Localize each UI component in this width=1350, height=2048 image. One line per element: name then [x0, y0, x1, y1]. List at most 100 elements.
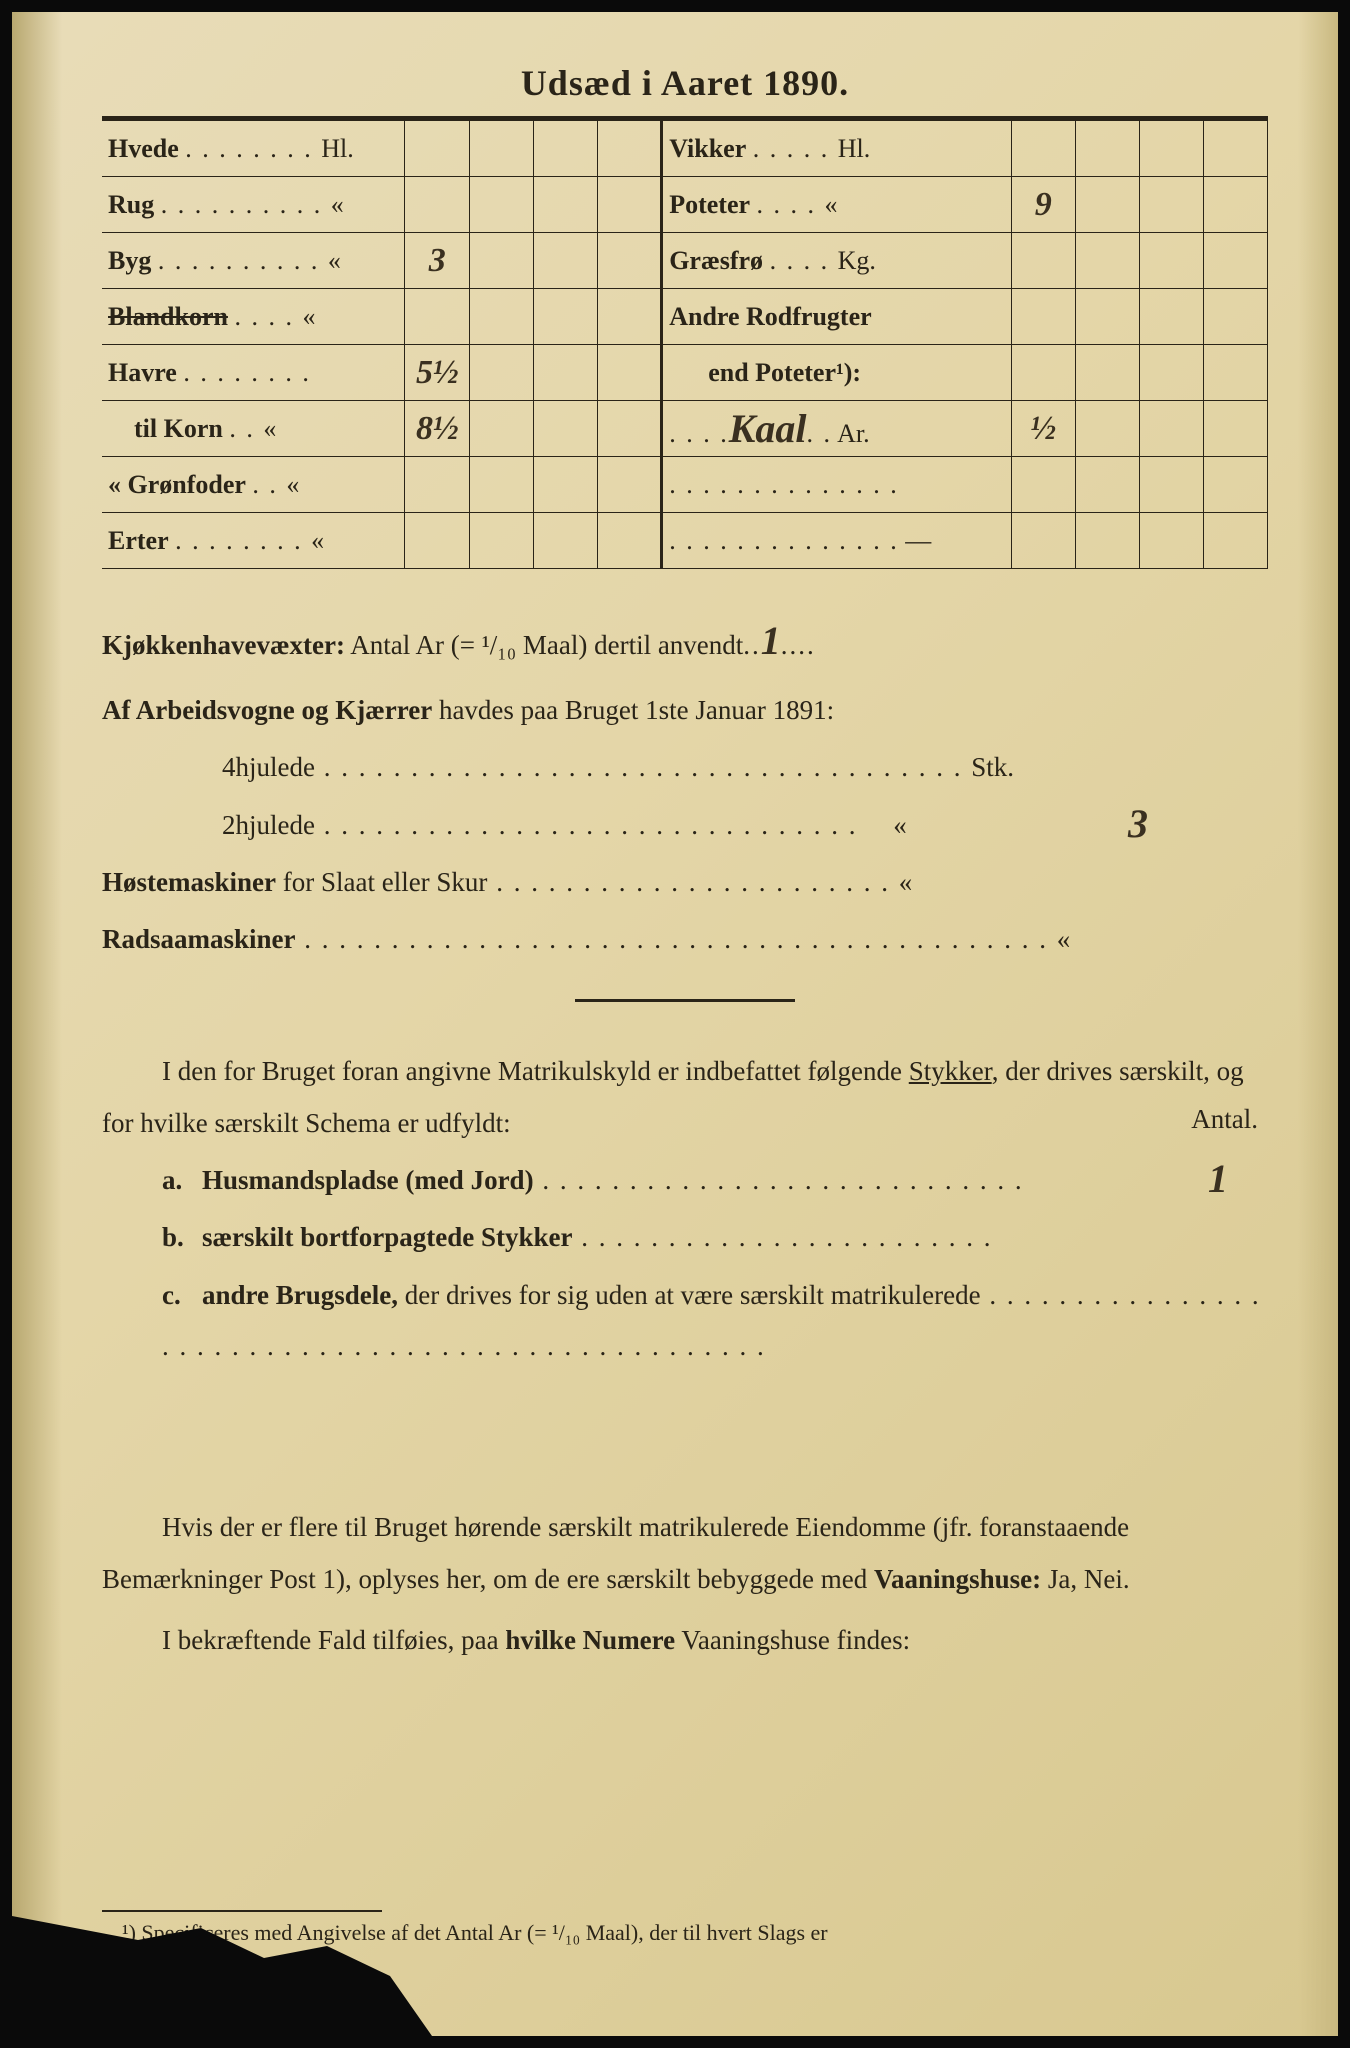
- crop-label-right: end Poteter¹):: [662, 345, 1011, 401]
- table-row: Rug . . . . . . . . . . « Poteter . . . .…: [102, 177, 1268, 233]
- crop-label-left: til Korn . . «: [102, 401, 405, 457]
- table-row: Havre . . . . . . . . 5½ end Poteter¹):: [102, 345, 1268, 401]
- value-cell: [534, 233, 598, 289]
- table-row: Byg . . . . . . . . . . «3 Græsfrø . . . …: [102, 233, 1268, 289]
- value-cell: [1011, 457, 1075, 513]
- crop-label-right: Græsfrø . . . . Kg.: [662, 233, 1011, 289]
- footnote-text: ¹) Specificeres med Angivelse af det Ant…: [102, 1920, 1268, 1946]
- table-row: Blandkorn . . . . « Andre Rodfrugter: [102, 289, 1268, 345]
- value-cell: [1075, 513, 1139, 569]
- value-cell: [1139, 513, 1203, 569]
- crop-label-left: Hvede . . . . . . . . Hl.: [102, 121, 405, 177]
- value-cell: [598, 289, 662, 345]
- value-cell: [470, 457, 534, 513]
- value-cell: 9: [1011, 177, 1075, 233]
- crop-label-right: . . . . . . . . . . . . . .: [662, 457, 1011, 513]
- value-cell: [1139, 345, 1203, 401]
- value-cell: [405, 121, 470, 177]
- value-cell: [470, 401, 534, 457]
- value-cell: 3: [405, 233, 470, 289]
- value-cell: [598, 177, 662, 233]
- value-cell: [1075, 345, 1139, 401]
- value-cell: 8½: [405, 401, 470, 457]
- value-cell: [534, 401, 598, 457]
- value-cell: [405, 513, 470, 569]
- value-cell: [1203, 233, 1267, 289]
- value-cell: [1203, 345, 1267, 401]
- crop-label-left: Blandkorn . . . . «: [102, 289, 405, 345]
- value-cell: [1139, 401, 1203, 457]
- crop-label-left: Erter . . . . . . . . «: [102, 513, 405, 569]
- table-row: Erter . . . . . . . . «. . . . . . . . .…: [102, 513, 1268, 569]
- value-cell: [598, 233, 662, 289]
- value-cell: [470, 121, 534, 177]
- item-a: a.Husmandspladse (med Jord) . . . . . . …: [102, 1155, 1268, 1206]
- page-title: Udsæd i Aaret 1890.: [102, 62, 1268, 104]
- footnote-rule: [102, 1910, 382, 1912]
- value-cell: [598, 121, 662, 177]
- value-cell: [1139, 177, 1203, 233]
- value-cell: [598, 513, 662, 569]
- value-cell: [1075, 233, 1139, 289]
- value-cell: [1075, 401, 1139, 457]
- section-divider-1: [575, 999, 795, 1002]
- value-cell: [1203, 457, 1267, 513]
- crop-label-left: Byg . . . . . . . . . . «: [102, 233, 405, 289]
- vaaningshuse-para2: I bekræftende Fald tilføies, paa hvilke …: [102, 1615, 1268, 1666]
- footnote-block: ¹) Specificeres med Angivelse af det Ant…: [102, 1910, 1268, 1946]
- value-cell: [534, 121, 598, 177]
- value-cell: [405, 289, 470, 345]
- crop-label-right: Poteter . . . . «: [662, 177, 1011, 233]
- radsaamaskiner-line: Radsaamaskiner . . . . . . . . . . . . .…: [102, 914, 1268, 965]
- kjokkenhave-line: Kjøkkenhavevæxter: Antal Ar (= ¹/₁₀ Maal…: [102, 603, 1268, 679]
- value-cell: [534, 289, 598, 345]
- crop-label-right: . . . .Kaal. . Ar.: [662, 401, 1011, 457]
- value-cell: [1139, 121, 1203, 177]
- value-cell: [1203, 401, 1267, 457]
- value-cell: [598, 457, 662, 513]
- value-cell: [1203, 177, 1267, 233]
- table-row: « Grønfoder . . « . . . . . . . . . . . .…: [102, 457, 1268, 513]
- hostemaskiner-line: Høstemaskiner for Slaat eller Skur . . .…: [102, 857, 1268, 908]
- value-cell: [1139, 289, 1203, 345]
- value-cell: [470, 233, 534, 289]
- section-matrikulskyld: I den for Bruget foran angivne Matrikuls…: [102, 1046, 1268, 1372]
- value-cell: [534, 345, 598, 401]
- value-cell: 5½: [405, 345, 470, 401]
- value-cell: [1075, 289, 1139, 345]
- value-cell: [598, 401, 662, 457]
- value-cell: [1075, 177, 1139, 233]
- value-cell: [1139, 457, 1203, 513]
- value-cell: [1203, 513, 1267, 569]
- value-cell: [534, 457, 598, 513]
- value-cell: [1139, 233, 1203, 289]
- vaaningshuse-para1: Hvis der er flere til Bruget hørende sær…: [102, 1502, 1268, 1605]
- document-page: Udsæd i Aaret 1890. Hvede . . . . . . . …: [0, 0, 1350, 2048]
- value-cell: [405, 457, 470, 513]
- seed-table: Hvede . . . . . . . . Hl.Vikker . . . . …: [102, 120, 1268, 569]
- value-cell: [405, 177, 470, 233]
- crop-label-right: Andre Rodfrugter: [662, 289, 1011, 345]
- item-c: c.andre Brugsdele, der drives for sig ud…: [102, 1270, 1268, 1373]
- value-cell: [1075, 121, 1139, 177]
- value-cell: [470, 177, 534, 233]
- matrikul-para: I den for Bruget foran angivne Matrikuls…: [102, 1046, 1268, 1149]
- 4hjulede-line: 4hjulede . . . . . . . . . . . . . . . .…: [102, 742, 1268, 793]
- value-cell: [534, 177, 598, 233]
- value-cell: [1011, 345, 1075, 401]
- value-cell: [470, 513, 534, 569]
- value-cell: [470, 345, 534, 401]
- table-row: Hvede . . . . . . . . Hl.Vikker . . . . …: [102, 121, 1268, 177]
- value-cell: [1203, 289, 1267, 345]
- value-cell: ½: [1011, 401, 1075, 457]
- table-row: til Korn . . «8½ . . . .Kaal. . Ar.½: [102, 401, 1268, 457]
- value-cell: [1011, 233, 1075, 289]
- value-cell: [1075, 457, 1139, 513]
- section-vaaningshuse: Hvis der er flere til Bruget hørende sær…: [102, 1502, 1268, 1666]
- 2hjulede-line: 2hjulede . . . . . . . . . . . . . . . .…: [102, 800, 1268, 851]
- crop-label-left: « Grønfoder . . «: [102, 457, 405, 513]
- value-cell: [1011, 121, 1075, 177]
- crop-label-left: Havre . . . . . . . .: [102, 345, 405, 401]
- section-kitchen-garden: Kjøkkenhavevæxter: Antal Ar (= ¹/₁₀ Maal…: [102, 603, 1268, 965]
- crop-label-left: Rug . . . . . . . . . . «: [102, 177, 405, 233]
